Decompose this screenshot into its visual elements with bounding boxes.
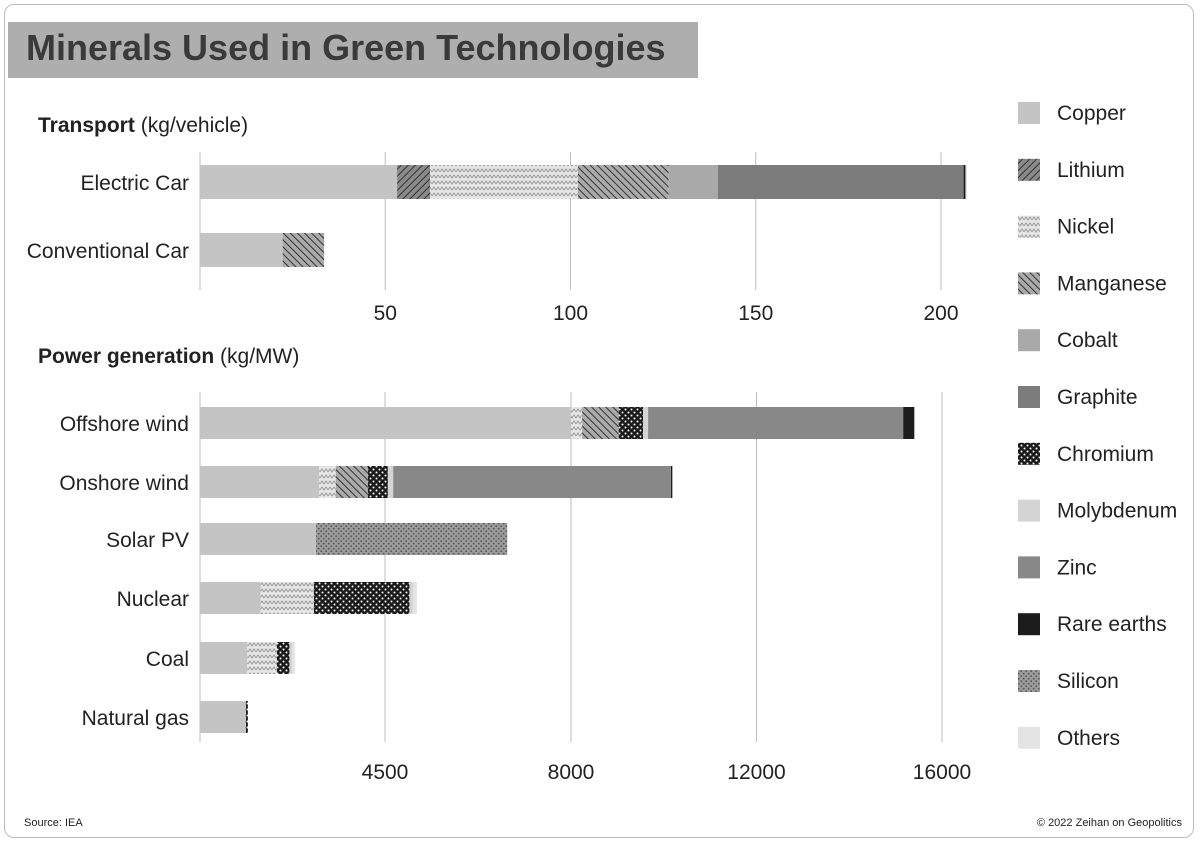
legend: Copper Lithium Nickel Manganese Cobalt Graphi… — [1018, 102, 1177, 750]
bar-onshore-wind-zinc — [393, 466, 671, 498]
bar-electric-car-nickel — [430, 165, 578, 199]
silicon-swatch — [1018, 670, 1040, 692]
copyright-note: © 2022 Zeihan on Geopolitics — [1036, 817, 1182, 829]
bar-electric-car-manganese — [577, 165, 669, 199]
transport-x-tick-label: 150 — [738, 302, 773, 325]
bar-onshore-wind-copper — [200, 466, 320, 498]
bar-nuclear-copper — [200, 582, 261, 614]
power-unit: (kg/MW) — [220, 345, 300, 368]
graphite-swatch — [1018, 386, 1040, 408]
transport-labels: 50 100 150 200 Electric Car Conventional Car — [27, 172, 959, 325]
source-note: Source: IEA — [24, 817, 83, 829]
transport-x-tick-label: 50 — [374, 302, 397, 325]
copper-swatch — [1018, 102, 1040, 124]
lithium-swatch — [1018, 158, 1040, 181]
legend-label-silicon: Silicon — [1057, 670, 1119, 693]
transport-category-label: Conventional Car — [27, 240, 189, 263]
power-x-tick-label: 12000 — [727, 761, 785, 784]
bar-electric-car-others — [965, 165, 967, 199]
chart-frame — [4, 4, 1194, 838]
bar-onshore-wind-chromium — [367, 466, 388, 498]
zinc-swatch — [1018, 556, 1040, 579]
bar-coal-others — [292, 642, 295, 674]
bar-onshore-wind-molybdenum — [387, 466, 394, 498]
bar-onshore-wind-manganese — [335, 466, 368, 498]
bar-electric-car-graphite — [717, 165, 964, 199]
power-labels: 4500 8000 12000 16000 Offshore wind Onshore w… — [59, 413, 971, 784]
power-category-label: Natural gas — [82, 707, 189, 730]
bar-offshore-wind-chromium — [618, 407, 644, 439]
bar-nuclear-chromium — [313, 582, 410, 614]
power-category-label: Offshore wind — [60, 413, 189, 436]
legend-label-others: Others — [1057, 727, 1120, 750]
bar-nuclear-others — [413, 582, 417, 614]
power-x-tick-label: 8000 — [548, 761, 595, 784]
transport-unit: (kg/vehicle) — [140, 114, 249, 137]
bar-electric-car-rare-earths — [963, 165, 966, 199]
others-swatch — [1018, 726, 1040, 749]
bar-nuclear-nickel — [260, 582, 314, 614]
bar-offshore-wind-rare-earths — [903, 407, 915, 439]
bar-offshore-wind-molybdenum — [643, 407, 649, 439]
power-category-label: Onshore wind — [59, 472, 189, 495]
title-bar — [8, 22, 698, 78]
bar-onshore-wind-rare-earths — [670, 466, 673, 498]
legend-label-molybdenum: Molybdenum — [1057, 500, 1177, 523]
power-section-title: Power generation (kg/MW) — [38, 345, 299, 369]
legend-label-graphite: Graphite — [1057, 386, 1138, 409]
bar-solar-pv-copper — [200, 523, 317, 555]
bar-onshore-wind-nickel — [319, 466, 336, 498]
power-x-tick-label: 4500 — [362, 761, 409, 784]
transport-x-tick-label: 100 — [553, 302, 588, 325]
bar-coal-nickel — [247, 642, 277, 674]
chromium-swatch — [1018, 442, 1040, 465]
bar-coal-molybdenum — [289, 642, 293, 674]
power-category-label: Solar PV — [106, 529, 189, 552]
bar-coal-copper — [200, 642, 248, 674]
power-x-tick-label: 16000 — [913, 761, 971, 784]
bar-conventional-car-copper — [200, 233, 283, 267]
power-category-label: Nuclear — [117, 588, 189, 611]
bar-conventional-car-manganese — [282, 233, 325, 267]
transport-section-title: Transport (kg/vehicle) — [38, 114, 248, 138]
transport-title-text: Transport — [38, 114, 135, 137]
legend-label-zinc: Zinc — [1057, 556, 1097, 579]
power-bars — [200, 407, 915, 733]
manganese-swatch — [1018, 272, 1040, 295]
bar-offshore-wind-manganese — [582, 407, 619, 439]
bar-electric-car-copper — [200, 165, 398, 199]
bar-coal-chromium — [276, 642, 290, 674]
legend-label-cobalt: Cobalt — [1057, 329, 1118, 352]
bar-offshore-wind-nickel — [571, 407, 583, 439]
legend-label-copper: Copper — [1057, 102, 1126, 125]
transport-bars — [200, 165, 967, 267]
legend-label-rare-earths: Rare earths — [1057, 613, 1167, 636]
bar-electric-car-lithium — [397, 165, 431, 199]
bar-natural-gas-chromium — [245, 701, 248, 733]
bar-electric-car-cobalt — [668, 165, 718, 199]
bar-offshore-wind-zinc — [648, 407, 904, 439]
legend-label-manganese: Manganese — [1057, 272, 1167, 295]
bar-solar-pv-silicon — [316, 523, 508, 555]
rare-earths-swatch — [1018, 613, 1040, 636]
bar-offshore-wind-copper — [200, 407, 571, 439]
legend-label-lithium: Lithium — [1057, 159, 1125, 182]
power-category-label: Coal — [146, 648, 189, 671]
transport-category-label: Electric Car — [80, 172, 189, 195]
legend-label-chromium: Chromium — [1057, 443, 1154, 466]
cobalt-swatch — [1018, 329, 1040, 352]
molybdenum-swatch — [1018, 499, 1040, 522]
power-title-text: Power generation — [38, 345, 215, 368]
chart-title: Minerals Used in Green Technologies — [26, 27, 666, 68]
power-grid — [199, 392, 943, 742]
bar-nuclear-molybdenum — [409, 582, 414, 614]
nickel-swatch — [1018, 215, 1040, 238]
legend-label-nickel: Nickel — [1057, 216, 1114, 239]
bar-natural-gas-copper — [200, 701, 246, 733]
transport-x-tick-label: 200 — [923, 302, 958, 325]
